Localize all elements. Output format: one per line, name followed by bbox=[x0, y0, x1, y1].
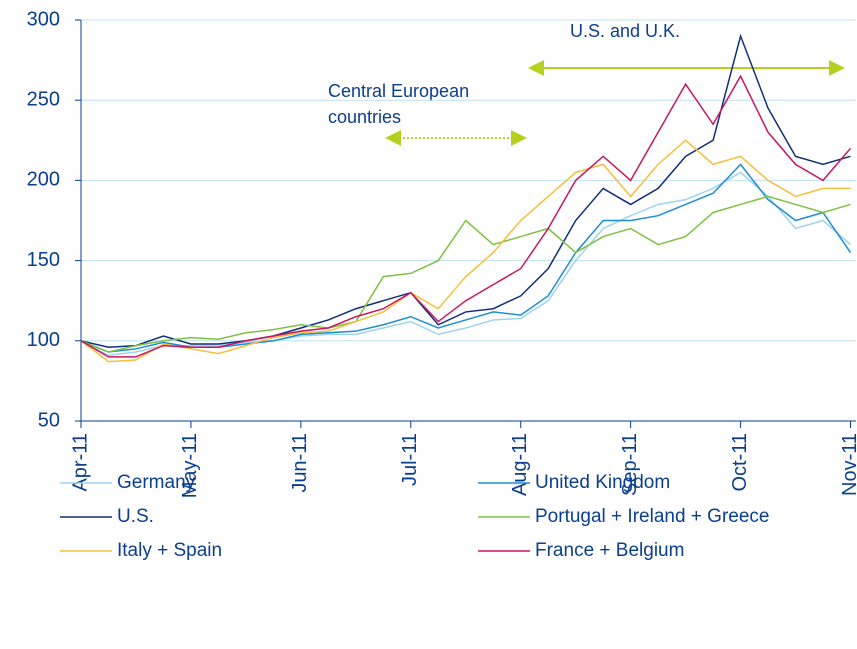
x-tick-label: Oct-11 bbox=[729, 433, 751, 492]
series-line bbox=[80, 74, 852, 358]
series-line bbox=[80, 139, 851, 363]
x-tick-label: Apr-11 bbox=[69, 433, 91, 492]
legend-label: Portugal + Ireland + Greece bbox=[535, 506, 769, 527]
legend-label: Italy + Spain bbox=[117, 540, 222, 561]
y-tick-label: 50 bbox=[38, 409, 60, 431]
y-tick-label: 100 bbox=[27, 329, 60, 351]
annotation: Central European bbox=[328, 81, 469, 101]
y-tick-label: 250 bbox=[27, 88, 60, 110]
y-tick-label: 150 bbox=[27, 249, 60, 271]
x-tick-label: May-11 bbox=[179, 433, 201, 498]
y-tick-label: 300 bbox=[27, 8, 60, 30]
legend-label: United Kingdom bbox=[535, 472, 670, 493]
annotation: countries bbox=[328, 107, 401, 127]
legend-label: France + Belgium bbox=[535, 540, 684, 561]
x-tick-label: Aug-11 bbox=[509, 433, 531, 496]
x-tick-label: Nov-11 bbox=[839, 433, 857, 496]
x-tick-label: Jun-11 bbox=[289, 433, 311, 493]
annotation: U.S. and U.K. bbox=[570, 21, 680, 41]
y-tick-label: 200 bbox=[27, 169, 60, 191]
legend-label: Germany bbox=[117, 472, 196, 493]
series-line bbox=[80, 195, 851, 353]
x-tick-label: Jul-11 bbox=[399, 433, 421, 486]
legend-label: U.S. bbox=[117, 506, 154, 527]
series-line bbox=[80, 163, 852, 353]
series-line bbox=[80, 171, 851, 357]
series-line bbox=[80, 33, 851, 348]
x-tick-label: Sep-11 bbox=[619, 433, 641, 496]
